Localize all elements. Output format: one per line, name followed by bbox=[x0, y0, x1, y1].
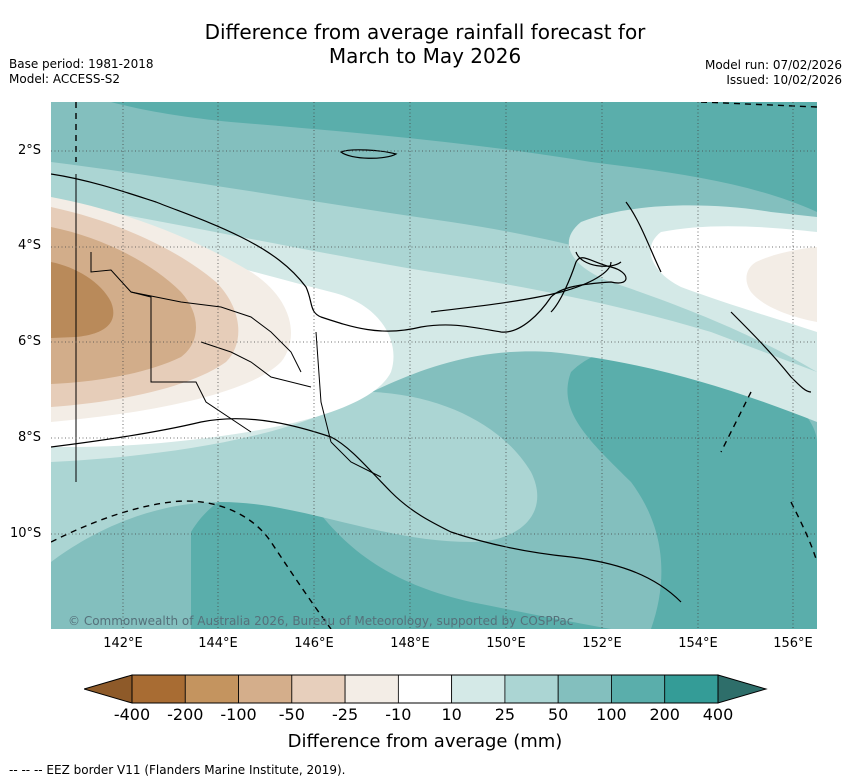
colorbar-cell-3 bbox=[291, 674, 346, 704]
eez-note: -- -- -- EEZ border V11 (Flanders Marine… bbox=[9, 763, 346, 777]
dry-faint-east bbox=[746, 247, 817, 322]
new-britain-coast bbox=[430, 251, 622, 313]
colorbar-tick-9: 100 bbox=[596, 705, 627, 724]
map-area bbox=[51, 102, 817, 629]
lon-label-142e: 142°E bbox=[103, 636, 143, 651]
issued-date: Issued: 10/02/2026 bbox=[726, 73, 842, 87]
eez-north-east bbox=[700, 102, 817, 108]
png-mainland-coast bbox=[51, 173, 627, 333]
coastlines bbox=[51, 149, 812, 603]
eez-east bbox=[720, 391, 752, 453]
lat-label-6s: 6°S bbox=[18, 334, 42, 349]
manus-coast bbox=[339, 149, 398, 159]
colorbar-tick-1: -200 bbox=[167, 705, 204, 724]
meta-right: Model run: 07/02/2026 Issued: 10/02/2026 bbox=[705, 58, 842, 88]
colorbar-cell-7 bbox=[504, 674, 559, 704]
png-south-coast bbox=[51, 418, 682, 603]
rainfall-map bbox=[51, 102, 817, 629]
eez-south-east bbox=[790, 501, 817, 563]
colorbar-cells bbox=[131, 674, 719, 704]
colorbar-tick-3: -50 bbox=[278, 705, 305, 724]
colorbar-tick-2: -100 bbox=[220, 705, 257, 724]
model-run: Model run: 07/02/2026 bbox=[704, 58, 842, 72]
map-title: Difference from average rainfall forecas… bbox=[0, 20, 850, 68]
colorbar-tick-8: 50 bbox=[547, 705, 569, 724]
colorbar-title: Difference from average (mm) bbox=[287, 731, 563, 752]
border-central bbox=[315, 331, 332, 443]
colorbar-tick-11: 400 bbox=[702, 705, 734, 724]
eez-borders bbox=[51, 102, 817, 629]
colorbar bbox=[84, 674, 768, 704]
colorbar-tick-5: -10 bbox=[385, 705, 412, 724]
graticule bbox=[51, 102, 817, 629]
colorbar-cell-2 bbox=[238, 674, 293, 704]
colorbar-tick-6: 10 bbox=[441, 705, 462, 724]
wet-strong-east bbox=[567, 345, 817, 629]
dry-zone bbox=[51, 227, 196, 384]
base-period: Base period: 1981-2018 bbox=[9, 57, 154, 71]
lon-label-154e: 154°E bbox=[678, 636, 718, 651]
lon-label-156e: 156°E bbox=[773, 636, 813, 651]
colorbar-cell-5 bbox=[397, 674, 453, 704]
colorbar-tick-0: -400 bbox=[113, 705, 151, 724]
bougainville-coast bbox=[730, 311, 812, 393]
lon-label-148e: 148°E bbox=[390, 636, 430, 651]
lat-label-4s: 4°S bbox=[18, 238, 42, 253]
eez-south-west bbox=[51, 500, 332, 629]
lat-label-10s: 10°S bbox=[10, 526, 42, 541]
colorbar-cell-8 bbox=[557, 674, 612, 704]
colorbar-tick-7: 25 bbox=[494, 705, 516, 724]
colorbar-cell-0 bbox=[131, 674, 186, 704]
wet-strong-south bbox=[191, 485, 611, 629]
border-western bbox=[90, 252, 252, 433]
lon-label-150e: 150°E bbox=[486, 636, 526, 651]
colorbar-tick-4: -25 bbox=[332, 705, 359, 724]
wet-strong-north bbox=[111, 102, 817, 212]
colorbar-cell-6 bbox=[451, 674, 506, 704]
new-ireland-coast bbox=[625, 201, 662, 273]
lon-label-146e: 146°E bbox=[294, 636, 334, 651]
lon-label-152e: 152°E bbox=[582, 636, 622, 651]
model-name: Model: ACCESS-S2 bbox=[9, 72, 121, 86]
meta-left: Base period: 1981-2018 Model: ACCESS-S2 bbox=[9, 57, 154, 87]
lon-label-144e: 144°E bbox=[198, 636, 238, 651]
colorbar-cell-9 bbox=[611, 674, 666, 704]
map-copyright: © Commonwealth of Australia 2026, Bureau… bbox=[68, 614, 574, 628]
title-line-1: Difference from average rainfall forecas… bbox=[204, 20, 646, 44]
colorbar-cell-1 bbox=[184, 674, 239, 704]
colorbar-cell-10 bbox=[664, 674, 719, 704]
colorbar-tick-10: 200 bbox=[649, 705, 680, 724]
dry-strong-zone bbox=[51, 262, 114, 338]
border-oro bbox=[330, 441, 382, 478]
colorbar-arrow-right bbox=[717, 674, 768, 704]
title-line-2: March to May 2026 bbox=[328, 44, 522, 68]
colorbar-frame bbox=[131, 674, 719, 704]
border-gulf bbox=[200, 341, 312, 388]
lat-label-8s: 8°S bbox=[18, 430, 42, 445]
colorbar-arrow-left bbox=[84, 674, 133, 704]
colorbar-cell-4 bbox=[344, 674, 399, 704]
lat-label-2s: 2°S bbox=[18, 143, 42, 158]
border-highlands bbox=[130, 291, 302, 373]
province-borders bbox=[75, 174, 382, 482]
